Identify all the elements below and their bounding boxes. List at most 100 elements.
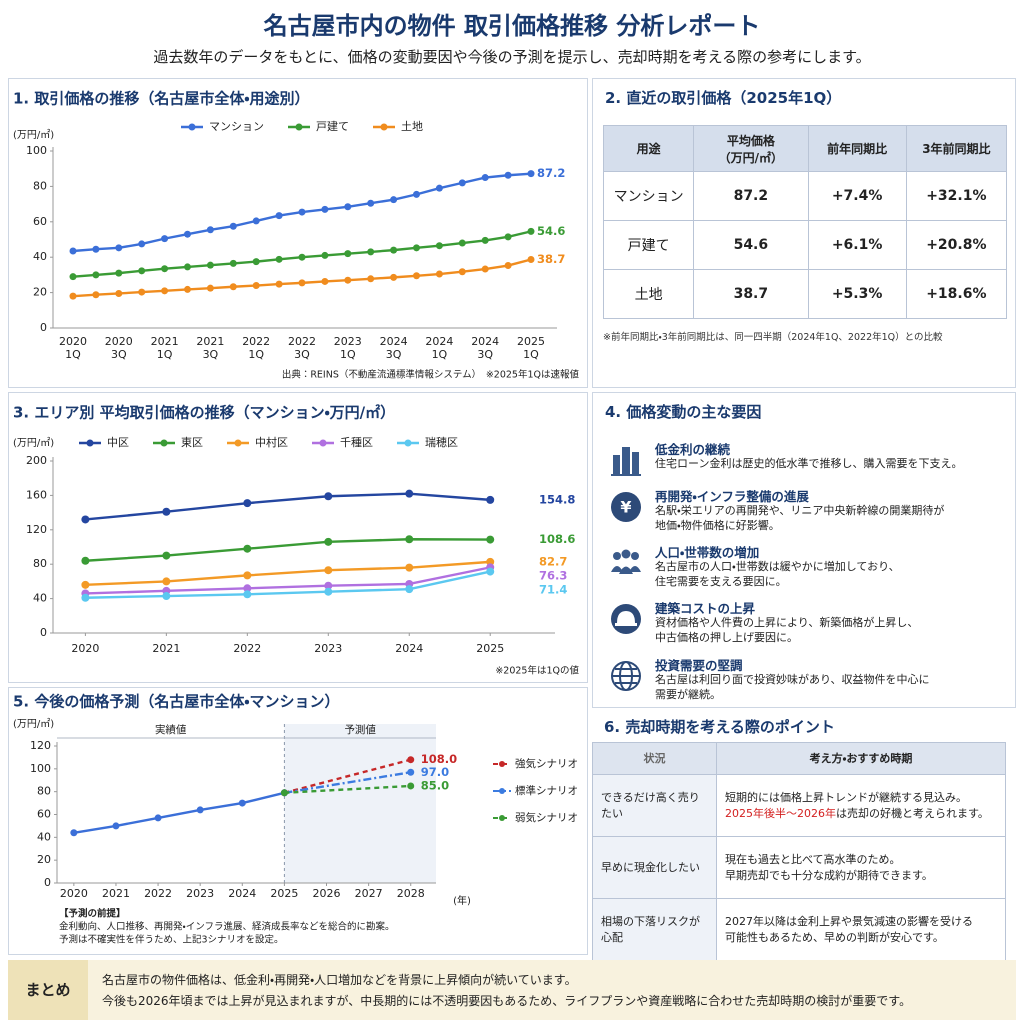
marker [344, 276, 352, 284]
marker [367, 275, 375, 283]
marker [504, 171, 512, 179]
legend-swatch [404, 439, 412, 447]
marker [527, 227, 535, 235]
text-line: 短期的には価格上昇トレンドが継続する見込み。 [725, 790, 967, 804]
marker [229, 283, 237, 291]
timing-panel: 6. 売却時期を考える際のポイント 状況 考え方・おすすめ時期 できるだけ高く売り… [592, 712, 1016, 961]
marker [413, 190, 420, 198]
legend-label: 弱気シナリオ [515, 811, 578, 824]
marker [390, 196, 398, 204]
marker [70, 829, 78, 837]
marker [481, 174, 489, 182]
cell: +5.3% [807, 269, 907, 319]
x-tick-label: 2021 [102, 887, 130, 900]
y-tick-label: 160 [26, 488, 47, 501]
legend-swatch [234, 439, 242, 447]
marker [321, 205, 329, 213]
y-tick-label: 40 [33, 592, 47, 605]
chart: 3. エリア別 平均取引価格の推移（マンション・万円/㎡） (万円/㎡) 0 40 80… [13, 404, 579, 677]
text-line: 名古屋は利回り面で投資妙味があり、収益物件を中心に [655, 673, 930, 686]
section-title: 4. 価格変動の主な要因 [605, 403, 762, 421]
marker [435, 270, 443, 278]
table-note: ※前年同期比・3年前同期比は、同一四半期（2024年1Q、2022年1Q）との比… [603, 332, 943, 343]
marker [138, 288, 146, 296]
marker [154, 814, 162, 822]
marker [69, 273, 77, 281]
x-tick-label: 2022 1Q [242, 335, 270, 361]
factor-text: 資材価格や人件費の上昇により、新築価格が上昇し、 中古価格の押し上げ要因に。 [655, 615, 918, 645]
x-tick-label: 2025 1Q [517, 335, 545, 361]
marker [81, 515, 90, 524]
marker [206, 284, 214, 292]
summary: まとめ 名古屋市の物件価格は、低金利・再開発・人口増加などを背景に上昇傾向が続い… [8, 960, 1016, 1020]
x-tick-label: 2027 [355, 887, 383, 900]
x-tick-label: 2022 3Q [288, 335, 316, 361]
legend-swatch [499, 788, 505, 794]
x-axis-label: (年) [453, 894, 471, 907]
data-label: 108.6 [539, 532, 575, 546]
series-line [284, 784, 411, 795]
icon-yen: ¥ [611, 492, 641, 522]
marker [390, 246, 398, 254]
factors-panel: 4. 価格変動の主な要因 低金利の継続 住宅ローン金利は歴史的低水準で推移し、購… [592, 392, 1016, 708]
chart-note: 予測は不確実性を伴うため、上記3シナリオを設定。 [59, 934, 284, 946]
x-tick-label: 2024 3Q [380, 335, 408, 361]
text-line: 可能性もあるため、早めの判断が安心です。 [725, 930, 944, 944]
data-label: 38.7 [537, 252, 565, 266]
marker [206, 261, 214, 269]
marker [115, 269, 123, 277]
marker [238, 799, 246, 807]
advice: 2027年以降は金利上昇や景気減速の影響を受ける 可能性もあるため、早めの判断が安… [716, 898, 1006, 961]
marker [486, 557, 495, 566]
legend-swatch [160, 439, 168, 447]
data-label: 85.0 [421, 778, 449, 792]
factor-title: 低金利の継続 [655, 442, 731, 457]
marker [486, 535, 495, 544]
y-axis-label: (万円/㎡) [13, 718, 54, 730]
data-label: 108.0 [421, 752, 457, 766]
marker [486, 495, 495, 504]
marker [184, 263, 191, 271]
marker [413, 244, 420, 252]
marker [243, 571, 252, 580]
icon-helmet [611, 604, 641, 634]
legend-swatch [188, 123, 196, 131]
marker [229, 259, 237, 267]
marker [390, 273, 398, 281]
data-label: 54.6 [537, 224, 565, 238]
marker [138, 267, 146, 275]
y-tick-label: 80 [33, 557, 47, 570]
section-title: 6. 売却時期を考える際のポイント [604, 718, 835, 736]
marker [161, 235, 169, 243]
x-tick-label: 2024 1Q [425, 335, 453, 361]
marker [367, 248, 375, 256]
marker [184, 230, 191, 238]
cell: +7.4% [807, 171, 907, 221]
text-line: 名古屋市の人口・世帯数は緩やかに増加しており、 [655, 560, 900, 573]
legend-swatch [295, 123, 303, 131]
data-label: 71.4 [539, 582, 567, 596]
y-tick-label: 80 [33, 179, 47, 192]
forecast-region [284, 724, 436, 883]
text-line: 中古価格の押し上げ要因に。 [655, 631, 798, 644]
marker [81, 593, 90, 602]
marker [92, 245, 100, 253]
marker [252, 258, 260, 266]
header-line: （万円/㎡） [718, 150, 784, 165]
marker [92, 291, 100, 299]
text-line: 2025年後半〜2026年は売却の好機と考えられます。 [725, 806, 997, 822]
summary-text: 名古屋市の物件価格は、低金利・再開発・人口増加などを背景に上昇傾向が続いています… [102, 970, 911, 1012]
marker [161, 265, 169, 273]
x-tick-label: 2020 [60, 887, 88, 900]
series-line [85, 560, 491, 587]
chart-note: ※2025年は1Qの値 [495, 665, 579, 677]
marker [321, 251, 329, 259]
y-tick-label: 100 [30, 762, 51, 775]
y-tick-label: 20 [33, 286, 47, 299]
x-tick-label: 2023 [314, 642, 342, 655]
marker [252, 217, 260, 225]
marker [115, 289, 123, 297]
cell: 54.6 [693, 220, 809, 270]
factor: 低金利の継続 住宅ローン金利は歴史的低水準で推移し、購入需要を下支え。 [603, 439, 1013, 491]
marker [161, 287, 169, 295]
